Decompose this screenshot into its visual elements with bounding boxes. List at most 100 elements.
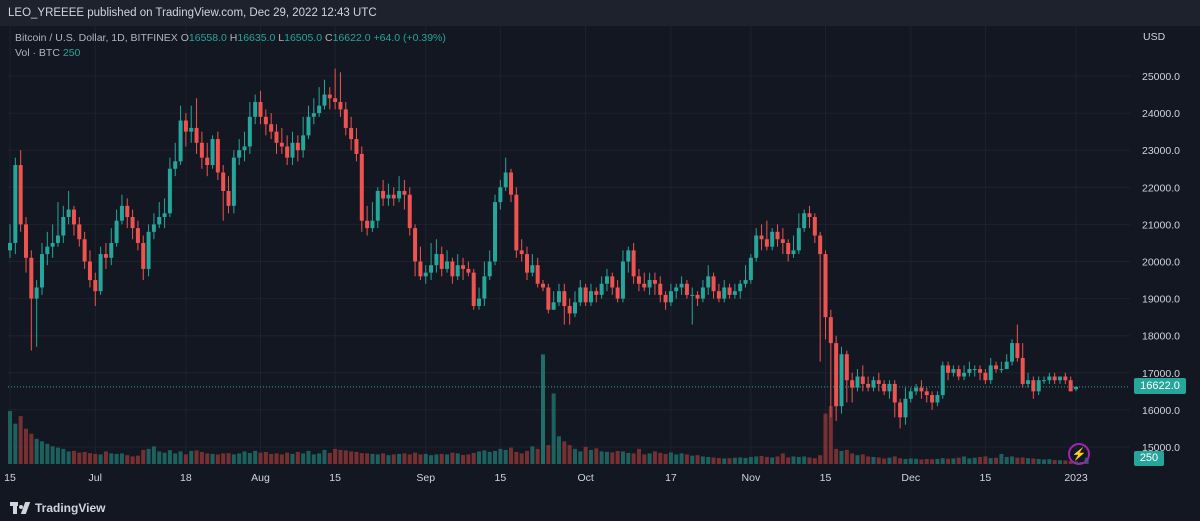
candle-body — [626, 250, 631, 262]
candle-body — [850, 380, 855, 388]
symbol-name[interactable]: Bitcoin / U.S. Dollar, 1D, BITFINEX — [15, 32, 178, 44]
currency-label[interactable]: USD — [1143, 31, 1166, 43]
volume-bar — [503, 449, 508, 464]
candle-body — [983, 372, 988, 381]
candle-body — [34, 287, 39, 299]
candle-body — [55, 235, 60, 243]
volume-bar — [578, 451, 583, 464]
candle-body — [631, 250, 636, 277]
volume-bar — [716, 457, 721, 464]
candle-body — [732, 291, 737, 295]
volume-bar — [119, 453, 124, 464]
volume-bar — [940, 458, 945, 464]
volume-bar — [391, 454, 396, 464]
volume-bar — [407, 454, 412, 464]
candle-body — [828, 317, 833, 344]
volume-bar — [231, 454, 236, 464]
volume-bar — [796, 456, 801, 464]
volume-bar — [823, 413, 828, 464]
volume-bar — [498, 448, 503, 464]
y-axis[interactable]: 15000.016000.017000.018000.019000.020000… — [1142, 71, 1180, 454]
tradingview-mark-icon — [10, 502, 31, 514]
volume-bar — [924, 458, 929, 464]
candle-body — [509, 172, 514, 195]
volume-bar — [1036, 458, 1041, 464]
candle-body — [556, 291, 561, 303]
tradingview-logo[interactable]: TradingView — [10, 501, 105, 515]
volume-label[interactable]: Vol · BTC — [15, 47, 60, 59]
volume-bar — [711, 457, 716, 464]
volume-bar — [988, 458, 993, 464]
candle-body — [221, 172, 226, 192]
candle-body — [764, 239, 769, 247]
y-tick-label: 25000.0 — [1142, 71, 1180, 83]
volume-bar — [375, 454, 380, 464]
volume-bar — [844, 449, 849, 464]
candle-body — [908, 391, 913, 399]
volume-bar — [423, 453, 428, 464]
candle-body — [498, 187, 503, 203]
candle-body — [876, 380, 881, 384]
volume-bar — [247, 452, 252, 464]
publish-info: LEO_YREEEE published on TradingView.com,… — [8, 7, 377, 19]
candle-body — [962, 372, 967, 377]
volume-bar — [588, 449, 593, 464]
volume-bar — [493, 450, 498, 464]
candle-body — [940, 365, 945, 396]
high-label: H — [229, 32, 238, 44]
candle-body — [1074, 386, 1078, 390]
x-tick-label: 15 — [329, 472, 341, 484]
change-value: +64.0 (+0.39%) — [373, 32, 446, 44]
candle-body — [583, 287, 588, 303]
candle-body — [247, 116, 252, 147]
volume-bar — [658, 452, 663, 464]
candle-body — [866, 383, 871, 388]
y-tick-label: 18000.0 — [1142, 331, 1180, 343]
candle-body — [914, 387, 919, 392]
candle-body — [162, 213, 167, 217]
y-tick-label: 20000.0 — [1142, 257, 1180, 269]
candle-body — [754, 235, 759, 258]
candle-body — [130, 216, 135, 229]
x-tick-label: Aug — [251, 472, 270, 484]
candle-body — [231, 157, 236, 206]
candle-body — [946, 365, 951, 373]
candle-body — [1015, 343, 1020, 358]
volume-bar — [978, 456, 983, 464]
volume-bar — [572, 448, 577, 464]
chart-area[interactable]: 15000.016000.017000.018000.019000.020000… — [0, 26, 1200, 494]
y-tick-label: 22000.0 — [1142, 182, 1180, 194]
y-tick-label: 17000.0 — [1142, 368, 1180, 380]
volume-bar — [55, 447, 60, 464]
candle-body — [802, 213, 807, 229]
candle-body — [1058, 376, 1063, 381]
lightning-icon[interactable]: ⚡ — [1068, 443, 1090, 465]
candle-body — [151, 224, 156, 232]
volume-bar — [205, 453, 210, 464]
candle-body — [994, 365, 999, 370]
volume-bar — [866, 456, 871, 464]
candle-body — [855, 376, 860, 388]
x-tick-label: Sep — [416, 472, 435, 484]
y-tick-label: 21000.0 — [1142, 219, 1180, 231]
volume-bar — [194, 450, 199, 464]
x-tick-label: 15 — [495, 472, 507, 484]
volume-bar — [812, 458, 817, 464]
x-axis[interactable]: 15 Jul 18 Aug 15 Sep 15 Oct 17 Nov 15 Dec 15 2023 — [4, 472, 1088, 484]
candle-body — [668, 291, 673, 303]
candle-body — [898, 402, 903, 418]
candle-body — [679, 283, 684, 288]
candle-body — [167, 168, 172, 214]
candle-body — [999, 369, 1004, 371]
candle-body — [594, 291, 599, 295]
volume-bar — [34, 438, 39, 464]
volume-bar — [381, 453, 386, 464]
volume-bar — [935, 458, 940, 464]
candle-body — [39, 254, 44, 288]
candle-body — [903, 398, 908, 418]
candle-body — [610, 276, 615, 288]
x-tick-label: 18 — [180, 472, 192, 484]
volume-bar — [183, 454, 188, 464]
volume-bar — [802, 456, 807, 464]
candle-body — [93, 280, 98, 292]
